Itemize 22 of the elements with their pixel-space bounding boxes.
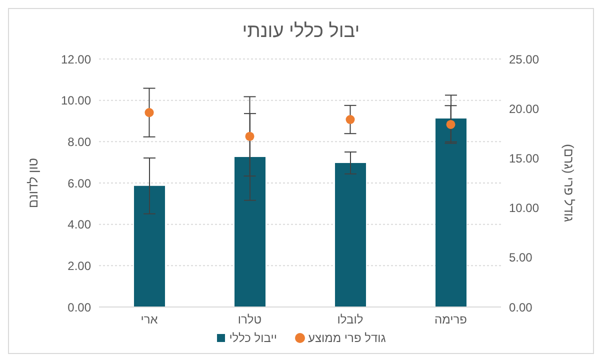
y2-tick-label: 10.00 bbox=[509, 201, 540, 216]
x-tick-label: טלרו bbox=[238, 312, 262, 327]
y-axis-title: טון לדונם bbox=[26, 158, 41, 208]
x-tick-label: ארי bbox=[140, 312, 158, 327]
legend-label: גודל פרי ממוצע bbox=[308, 331, 386, 345]
y-tick-label: 10.00 bbox=[60, 94, 92, 108]
chart-title: יבול כללי עונתי bbox=[241, 21, 361, 44]
y-tick-label: 12.00 bbox=[60, 52, 92, 66]
y-tick-label: 4.00 bbox=[68, 218, 92, 232]
y2-tick-label: 5.00 bbox=[509, 250, 533, 265]
y2-tick-label: 0.00 bbox=[509, 300, 533, 314]
y-tick-label: 6.00 bbox=[68, 176, 92, 190]
y2-tick-label: 25.00 bbox=[509, 52, 540, 66]
y-tick-label: 0.00 bbox=[68, 300, 92, 314]
x-tick-label: פרימה bbox=[434, 312, 467, 327]
legend-label: ייבול כללי bbox=[229, 331, 277, 345]
y2-tick-label: 20.00 bbox=[509, 102, 540, 116]
y-tick-label: 2.00 bbox=[68, 258, 92, 273]
y-tick-label: 8.00 bbox=[68, 134, 92, 149]
x-tick-label: לובלו bbox=[337, 312, 364, 327]
y2-axis-title: גודל פרי (גרם) bbox=[561, 144, 576, 222]
y2-tick-label: 15.00 bbox=[509, 151, 540, 166]
